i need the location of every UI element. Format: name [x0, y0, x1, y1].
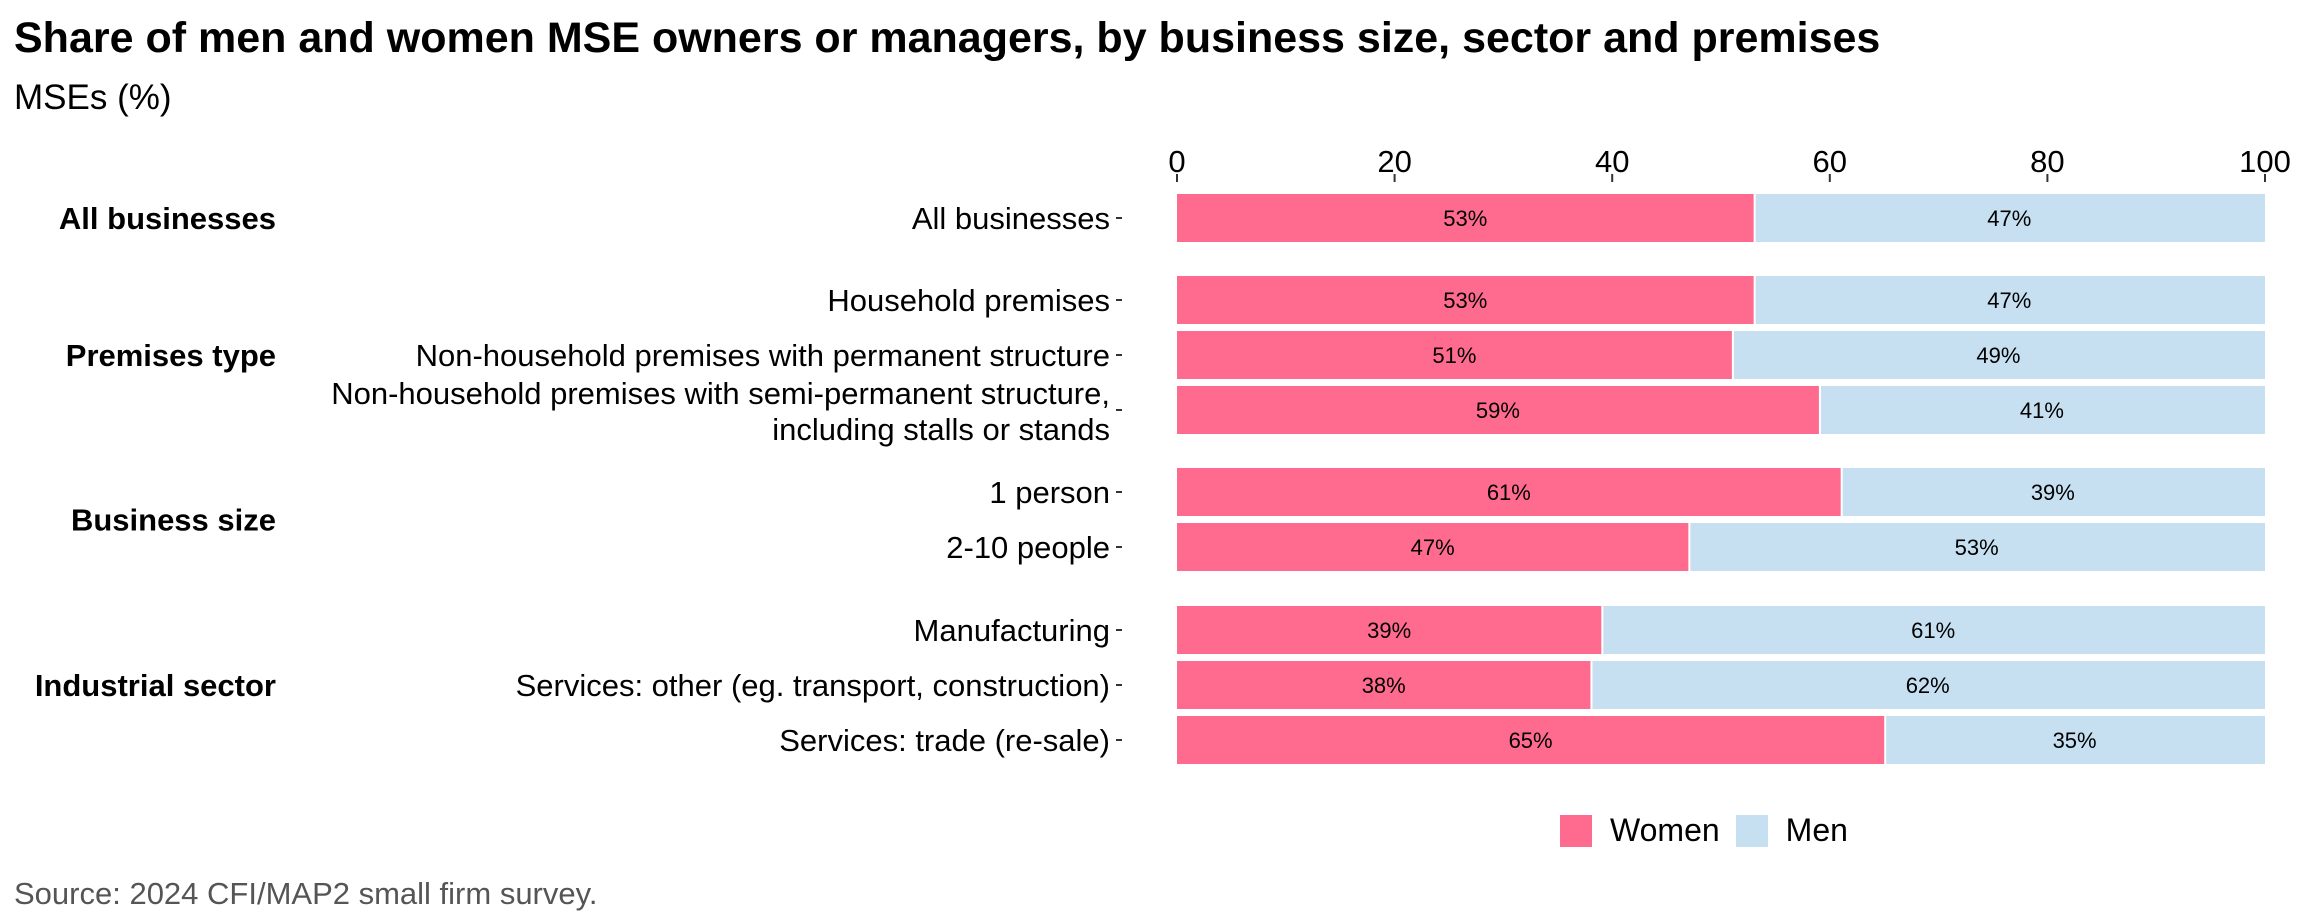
bar-women	[1177, 716, 1885, 764]
chart-subtitle: MSEs (%)	[14, 78, 172, 117]
legend-swatch-men	[1735, 814, 1768, 847]
chart-title: Share of men and women MSE owners or man…	[14, 14, 1881, 62]
bar-men	[1733, 331, 2265, 379]
data-label-women: 65%	[1509, 728, 1553, 753]
data-label-men: 53%	[1955, 535, 1999, 560]
data-label-women: 47%	[1411, 535, 1455, 560]
bar-women	[1177, 276, 1754, 324]
group-label: Industrial sector	[35, 668, 276, 703]
category-label: Manufacturing	[914, 613, 1110, 648]
legend-item-men: Men	[1735, 812, 1848, 849]
x-tick-label: 0	[1168, 144, 1185, 179]
data-label-women: 51%	[1432, 343, 1476, 368]
bar-women	[1177, 468, 1841, 516]
x-tick-label: 100	[2239, 144, 2291, 179]
data-label-women: 53%	[1443, 288, 1487, 313]
legend-label-women: Women	[1610, 812, 1720, 848]
category-label: 2-10 people	[946, 530, 1110, 565]
data-label-men: 62%	[1906, 673, 1950, 698]
bar-women	[1177, 331, 1732, 379]
data-label-women: 38%	[1362, 673, 1406, 698]
data-label-men: 41%	[2020, 398, 2064, 423]
bar-men	[1603, 606, 2265, 654]
data-label-men: 61%	[1911, 618, 1955, 643]
data-label-women: 53%	[1443, 206, 1487, 231]
bar-men	[1755, 194, 2265, 242]
data-label-women: 39%	[1367, 618, 1411, 643]
legend: Women Men	[1560, 812, 1864, 849]
bar-men	[1592, 661, 2265, 709]
data-label-women: 61%	[1487, 480, 1531, 505]
legend-item-women: Women	[1560, 812, 1720, 849]
bar-women	[1177, 606, 1602, 654]
category-label: 1 person	[989, 475, 1110, 510]
x-tick-label: 40	[1595, 144, 1629, 179]
bar-men	[1820, 386, 2265, 434]
bar-men	[1842, 468, 2265, 516]
legend-swatch-women	[1560, 814, 1592, 847]
bar-women	[1177, 661, 1591, 709]
data-label-men: 49%	[1976, 343, 2020, 368]
group-label: Business size	[71, 503, 276, 538]
category-label: Non-household premises with semi-permane…	[331, 376, 1110, 411]
legend-label-men: Men	[1785, 812, 1848, 848]
category-label: Services: other (eg. transport, construc…	[516, 668, 1110, 703]
data-label-men: 39%	[2031, 480, 2075, 505]
group-label: Premises type	[66, 338, 276, 373]
bar-women	[1177, 194, 1754, 242]
bar-women	[1177, 386, 1819, 434]
category-label: Household premises	[827, 283, 1110, 318]
bar-men	[1755, 276, 2265, 324]
data-label-men: 35%	[2053, 728, 2097, 753]
bar-men	[1886, 716, 2265, 764]
category-label: Services: trade (re-sale)	[779, 723, 1110, 758]
category-label: All businesses	[912, 201, 1110, 236]
x-tick-label: 20	[1377, 144, 1411, 179]
bar-men	[1690, 523, 2265, 571]
x-tick-label: 80	[2030, 144, 2064, 179]
x-tick-label: 60	[1813, 144, 1847, 179]
data-label-men: 47%	[1987, 206, 2031, 231]
data-label-men: 47%	[1987, 288, 2031, 313]
bar-women	[1177, 523, 1689, 571]
group-label: All businesses	[59, 201, 276, 236]
category-label: including stalls or stands	[772, 412, 1110, 447]
category-label: Non-household premises with permanent st…	[416, 338, 1110, 373]
data-label-women: 59%	[1476, 398, 1520, 423]
source-note: Source: 2024 CFI/MAP2 small firm survey.	[14, 876, 598, 911]
